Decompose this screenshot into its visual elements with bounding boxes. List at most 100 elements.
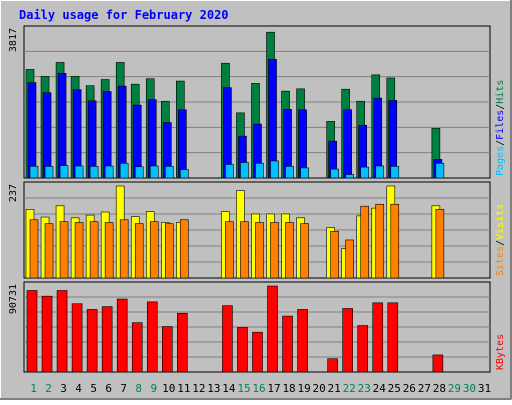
bar-kbytes-day-25 xyxy=(387,302,399,373)
x-tick-label-day-2: 2 xyxy=(45,382,52,395)
x-tick-label-day-3: 3 xyxy=(60,382,67,395)
x-tick-label-day-26: 26 xyxy=(403,382,416,395)
x-tick-label-day-24: 24 xyxy=(373,382,387,395)
bar-sites-day-14 xyxy=(225,221,234,279)
series-label-sites: Sites xyxy=(495,246,506,276)
x-tick-label-day-8: 8 xyxy=(135,382,142,395)
bar-sites-day-10 xyxy=(164,223,174,279)
bar-sites-day-2 xyxy=(44,223,54,279)
bar-files-day-4 xyxy=(72,89,82,179)
series-label-pages: Pages xyxy=(495,146,506,176)
bar-pages-day-14 xyxy=(225,164,234,179)
x-tick-label-day-20: 20 xyxy=(313,382,326,395)
bar-files-day-22 xyxy=(343,109,352,179)
bar-pages-day-25 xyxy=(390,166,400,179)
x-tick-label-day-7: 7 xyxy=(120,382,127,395)
bar-pages-day-18 xyxy=(285,166,294,179)
bar-kbytes-day-15 xyxy=(237,327,248,373)
x-tick-label-day-21: 21 xyxy=(328,382,341,395)
x-axis-labels: 1 2 3 4 5 6 7 8 9 10 11 12 13 14 15 16 17 18 19 20 21 22 23 24 2… xyxy=(30,382,491,395)
bar-pages-day-22 xyxy=(345,174,354,179)
x-tick-label-day-11: 11 xyxy=(177,382,190,395)
bar-sites-day-24 xyxy=(375,203,385,279)
bar-pages-day-11 xyxy=(180,169,189,179)
bar-pages-day-28 xyxy=(435,162,445,179)
bar-sites-day-3 xyxy=(59,221,69,279)
bar-files-day-3 xyxy=(57,73,67,179)
x-tick-label-day-31: 31 xyxy=(478,382,491,395)
bar-sites-day-11 xyxy=(180,219,189,279)
bar-sites-day-5 xyxy=(89,221,99,279)
bar-kbytes-day-10 xyxy=(161,326,173,373)
bar-sites-day-4 xyxy=(74,222,84,279)
bar-kbytes-day-1 xyxy=(26,290,38,373)
bar-sites-day-7 xyxy=(119,219,129,279)
bar-pages-day-9 xyxy=(149,165,159,179)
x-tick-label-day-18: 18 xyxy=(282,382,295,395)
x-tick-label-day-27: 27 xyxy=(418,382,431,395)
bar-files-day-2 xyxy=(42,92,52,179)
bar-kbytes-day-8 xyxy=(131,322,143,373)
bar-kbytes-day-16 xyxy=(252,331,263,373)
x-tick-label-day-13: 13 xyxy=(207,382,220,395)
bar-kbytes-day-24 xyxy=(372,302,384,373)
bar-pages-day-3 xyxy=(59,165,69,179)
bar-sites-day-1 xyxy=(29,219,39,279)
bar-pages-day-7 xyxy=(119,162,129,179)
bar-sites-day-28 xyxy=(435,208,445,279)
bar-kbytes-day-23 xyxy=(357,325,369,373)
series-label-files: Files xyxy=(495,110,506,140)
panel-hits-label-separator: / xyxy=(495,104,506,110)
bar-kbytes-day-19 xyxy=(297,309,308,373)
bar-pages-day-24 xyxy=(375,165,385,179)
bar-sites-day-21 xyxy=(330,231,339,279)
bar-pages-day-15 xyxy=(240,162,249,179)
bar-kbytes-day-7 xyxy=(116,298,128,373)
series-label-visits: Visits xyxy=(495,204,506,240)
bar-pages-day-16 xyxy=(255,162,264,179)
series-label-kbytes: KBytes xyxy=(495,334,506,370)
bar-kbytes-day-22 xyxy=(342,308,353,373)
x-tick-label-day-14: 14 xyxy=(222,382,236,395)
bar-kbytes-day-9 xyxy=(146,301,158,373)
x-tick-label-day-6: 6 xyxy=(105,382,112,395)
panel-hits-label-separator: / xyxy=(495,140,506,146)
bar-kbytes-day-21 xyxy=(327,358,338,373)
bar-sites-day-18 xyxy=(285,222,294,279)
panel-kbytes-series-labels: KBytes xyxy=(495,334,506,370)
bar-pages-day-10 xyxy=(164,166,174,179)
bar-pages-day-17 xyxy=(270,160,279,179)
x-tick-label-day-29: 29 xyxy=(448,382,461,395)
panel-visits: 237 Sites/Visits xyxy=(8,181,506,279)
x-tick-label-day-12: 12 xyxy=(192,382,205,395)
x-tick-label-day-9: 9 xyxy=(150,382,157,395)
series-label-hits: Hits xyxy=(495,80,506,104)
bar-sites-day-6 xyxy=(104,222,114,279)
x-tick-label-day-5: 5 xyxy=(90,382,97,395)
x-tick-label-day-17: 17 xyxy=(267,382,280,395)
x-tick-label-day-19: 19 xyxy=(297,382,310,395)
bar-pages-day-4 xyxy=(74,165,84,179)
x-tick-label-day-1: 1 xyxy=(30,382,37,395)
panel-kbytes-ymax-label: 90731 xyxy=(8,284,19,314)
bar-sites-day-17 xyxy=(270,222,279,279)
bar-pages-day-8 xyxy=(134,166,144,179)
x-tick-label-day-15: 15 xyxy=(237,382,250,395)
bar-pages-day-5 xyxy=(89,166,99,179)
bar-kbytes-day-2 xyxy=(41,295,53,373)
bar-files-day-17 xyxy=(268,59,277,179)
x-tick-label-day-10: 10 xyxy=(162,382,175,395)
panel-visits-label-separator: / xyxy=(495,240,506,246)
x-tick-label-day-30: 30 xyxy=(463,382,476,395)
bar-kbytes-day-17 xyxy=(267,285,278,373)
bar-sites-day-9 xyxy=(149,221,159,279)
bar-kbytes-day-3 xyxy=(56,290,68,373)
panel-hits-series-labels: Pages/Files/Hits xyxy=(495,80,506,176)
bar-sites-day-19 xyxy=(300,223,309,279)
x-tick-label-day-22: 22 xyxy=(343,382,356,395)
bar-files-day-1 xyxy=(27,82,37,179)
